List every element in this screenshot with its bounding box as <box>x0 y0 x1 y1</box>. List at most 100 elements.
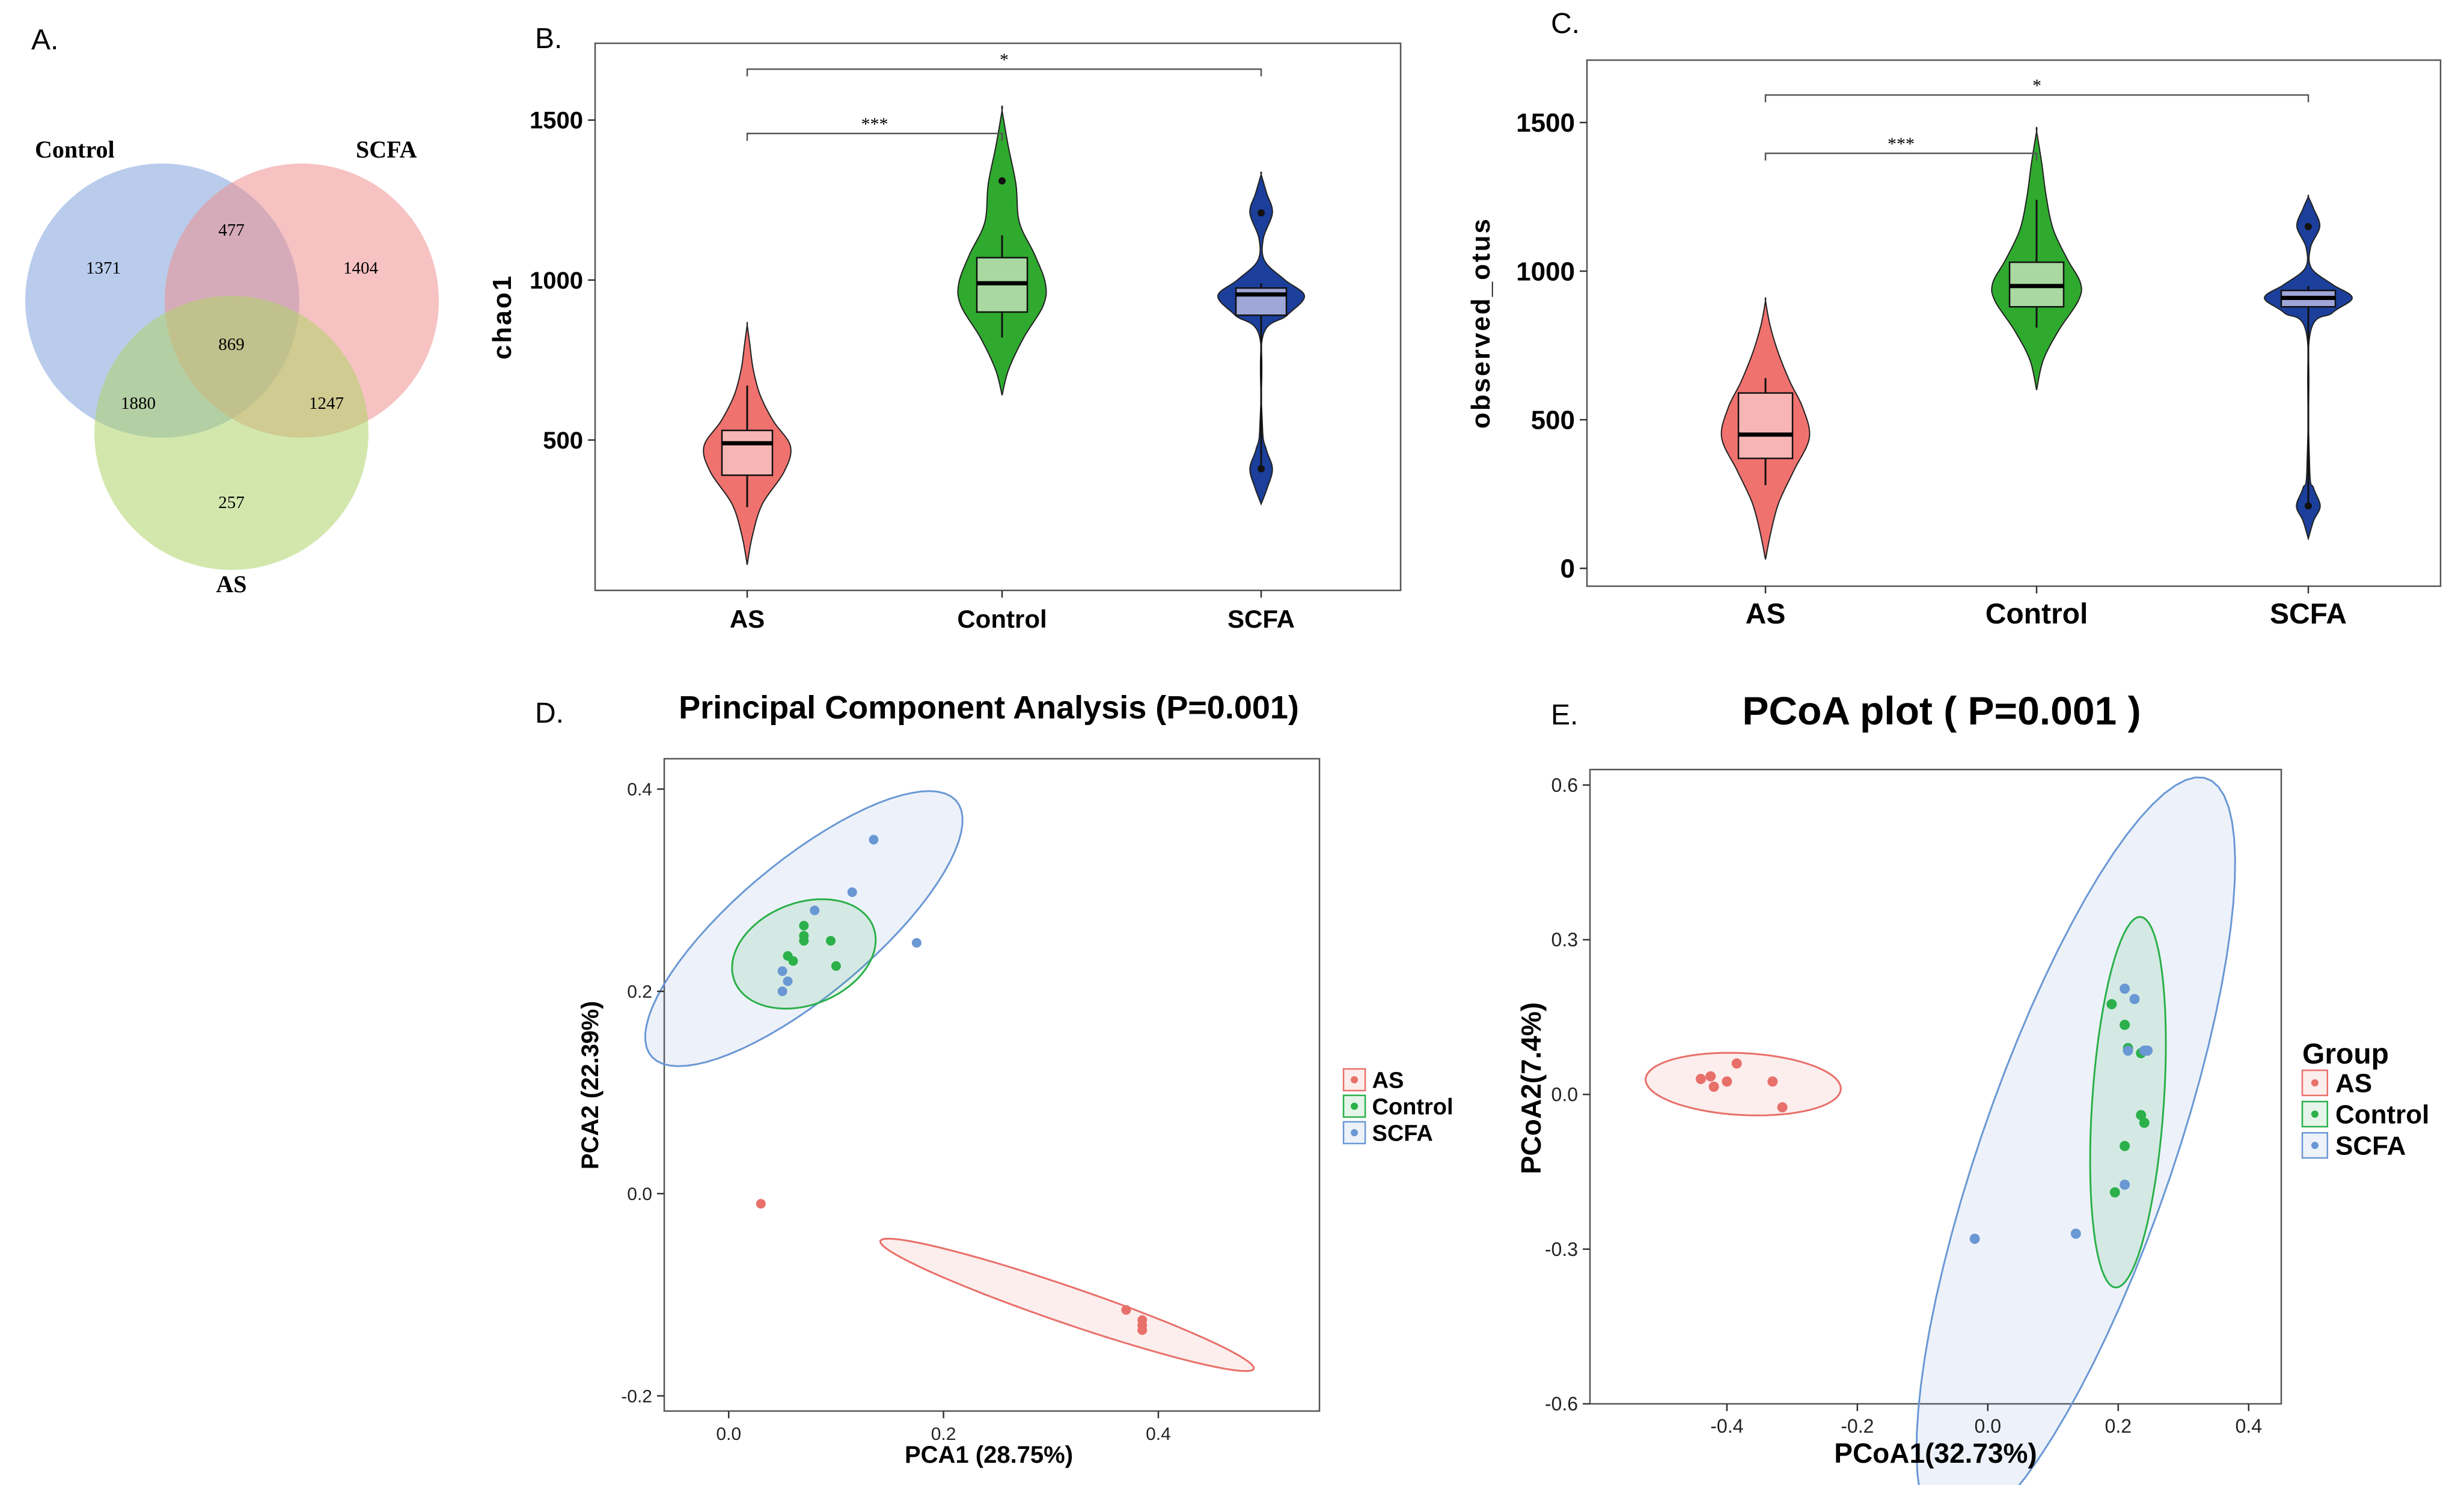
significance-bracket-as-scfa <box>1764 94 2310 102</box>
significance-bracket-as-scfa <box>746 68 1262 76</box>
point-scfa-5 <box>2120 1180 2130 1190</box>
panel-e-label: E. <box>1551 699 1578 731</box>
panel-d-plot-frame <box>663 758 1321 1412</box>
point-scfa-7 <box>1969 1234 1980 1244</box>
point-as-0 <box>1695 1074 1706 1085</box>
panel-c-plot-frame <box>1586 59 2442 587</box>
panel-d-x-label: PCA1 (28.75%) <box>905 1442 1073 1468</box>
panel-d-title: Principal Component Analysis (P=0.001) <box>679 690 1299 726</box>
point-control-6 <box>799 935 809 946</box>
point-scfa-4 <box>2139 1046 2150 1056</box>
panel-c-y-axis: 0 500 1000 1500 <box>1516 108 1587 584</box>
point-scfa-0 <box>869 834 879 845</box>
outlier-scfa-0 <box>2305 502 2312 510</box>
x-tick-label-as: AS <box>730 605 765 633</box>
panel-b-plot-frame <box>594 42 1402 592</box>
venn-count-control-scfa: 477 <box>218 221 245 240</box>
x-tick-label-0.2: 0.2 <box>2105 1415 2132 1437</box>
ellipse-as <box>879 1237 1255 1373</box>
point-scfa-5 <box>783 976 793 987</box>
point-as-1 <box>1121 1305 1131 1315</box>
point-scfa-2 <box>810 905 820 916</box>
legend-label-as: AS <box>2335 1069 2372 1098</box>
panel-c-x-axis: AS Control SCFA <box>1746 586 2347 630</box>
panel-c-significance: **** <box>1764 76 2310 161</box>
box-as <box>721 429 774 476</box>
x-tick-label-0.0: 0.0 <box>716 1424 741 1444</box>
significance-label-as-scfa: * <box>1000 50 1009 70</box>
y-tick-label-1500: 1500 <box>1516 108 1575 138</box>
y-tick-label-0.2: 0.2 <box>627 982 652 1002</box>
point-as-3 <box>1722 1076 1732 1087</box>
venn-circle-as <box>94 296 368 570</box>
point-scfa-4 <box>777 966 787 976</box>
point-control-5 <box>2139 1118 2150 1128</box>
panel-b-y-label: chao1 <box>488 274 517 360</box>
significance-bracket-as-control <box>1764 152 2038 161</box>
panel-d-y-label: PCA2 (22.39%) <box>577 1001 604 1169</box>
point-control-7 <box>2109 1187 2120 1198</box>
box-scfa <box>1235 287 1288 316</box>
x-tick-label-control: Control <box>1986 598 2088 630</box>
panel-c-violins <box>1720 126 2353 560</box>
venn-count-control-only: 1371 <box>86 259 121 278</box>
x-tick-label-0.4: 0.4 <box>2236 1415 2262 1437</box>
point-control-4 <box>788 956 798 966</box>
venn-count-control-as: 1880 <box>121 394 156 413</box>
y-tick-label--0.2: -0.2 <box>621 1386 652 1406</box>
significance-label-as-control: *** <box>1888 134 1915 154</box>
panel-e-y-label: PCoA2(7.4%) <box>1515 1002 1547 1174</box>
point-control-0 <box>799 920 809 931</box>
point-scfa-0 <box>2120 984 2130 994</box>
panel-c-label: C. <box>1551 8 1580 40</box>
ellipse-scfa <box>1915 776 2236 1485</box>
panel-e-ellipses <box>1645 776 2236 1485</box>
x-tick-label-control: Control <box>957 605 1047 633</box>
venn-set-label-as: AS <box>216 571 246 598</box>
panel-d-axes: 0.0 0.2 0.4 -0.2 0.0 0.2 0.4 <box>621 780 1171 1444</box>
box-as <box>1737 392 1794 459</box>
point-scfa-3 <box>911 938 922 948</box>
legend-dot-as <box>1351 1076 1359 1083</box>
point-scfa-1 <box>847 887 857 897</box>
x-tick-label-0.4: 0.4 <box>1146 1424 1171 1444</box>
x-tick-label-as: AS <box>1746 598 1786 630</box>
outlier-control-0 <box>998 177 1006 185</box>
legend-dot-scfa <box>1351 1128 1359 1136</box>
y-tick-label-0.6: 0.6 <box>1551 774 1578 796</box>
legend-label-scfa: SCFA <box>2335 1131 2406 1161</box>
y-tick-label-0.0: 0.0 <box>627 1184 652 1204</box>
x-tick-label--0.4: -0.4 <box>1710 1415 1743 1437</box>
point-control-2 <box>826 935 836 946</box>
panel-b-label: B. <box>535 23 562 55</box>
x-tick-label-0.0: 0.0 <box>1975 1415 2001 1437</box>
point-scfa-1 <box>2129 994 2140 1005</box>
point-scfa-6 <box>2070 1228 2081 1239</box>
point-scfa-2 <box>2123 1046 2133 1056</box>
y-tick-label-0.3: 0.3 <box>1551 929 1578 951</box>
legend-label-control: Control <box>1372 1094 1454 1119</box>
venn-count-all: 869 <box>218 335 245 354</box>
x-tick-label-scfa: SCFA <box>1227 605 1295 633</box>
legend-label-control: Control <box>2335 1100 2429 1130</box>
x-tick-label-scfa: SCFA <box>2270 598 2347 630</box>
ellipse-control <box>2089 916 2167 1289</box>
x-tick-label--0.2: -0.2 <box>1841 1415 1874 1437</box>
significance-bracket-as-control <box>746 132 1003 141</box>
point-as-0 <box>756 1199 766 1209</box>
legend-title: Group <box>2302 1038 2389 1070</box>
legend-key-as <box>2301 1069 2329 1097</box>
panel-b-significance: **** <box>746 50 1262 141</box>
y-tick-label-500: 500 <box>543 427 583 454</box>
y-tick-label-0.0: 0.0 <box>1551 1084 1578 1106</box>
panel-b-y-axis: 500 1000 1500 <box>530 108 595 454</box>
panel-d-points <box>756 834 1148 1335</box>
outlier-scfa-1 <box>2305 222 2312 230</box>
panel-e-title: PCoA plot ( P=0.001 ) <box>1742 688 2141 733</box>
y-tick-label-0: 0 <box>1561 554 1575 584</box>
y-tick-label-0.4: 0.4 <box>627 780 652 800</box>
outlier-scfa-0 <box>1258 465 1265 473</box>
legend-label-as: AS <box>1372 1068 1404 1093</box>
